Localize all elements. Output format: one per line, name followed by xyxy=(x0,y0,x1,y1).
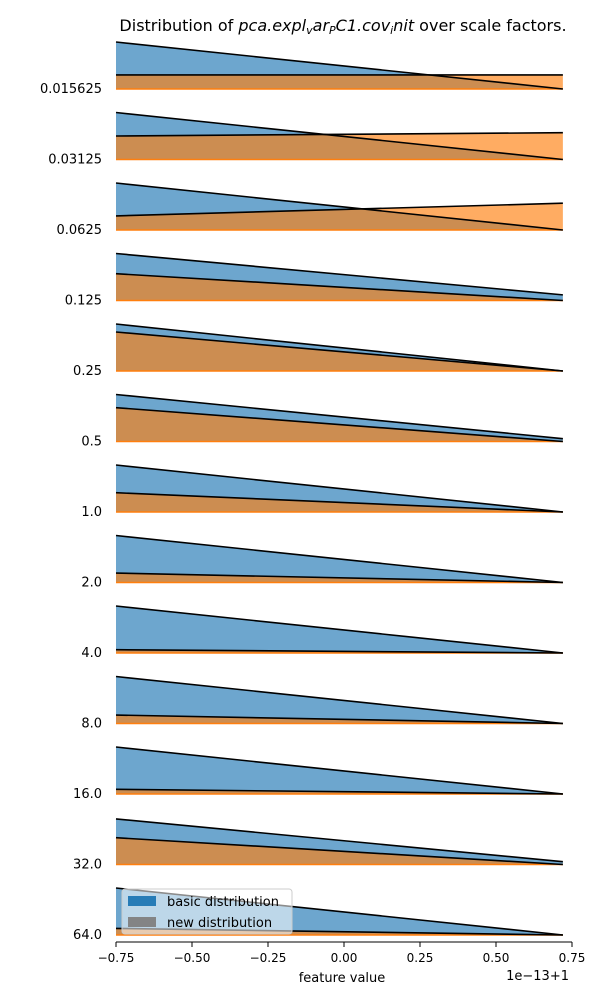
x-tick-label: 0.75 xyxy=(559,951,586,965)
ridge-4.0: 4.0 xyxy=(81,605,563,661)
title-segment: ar xyxy=(313,16,331,35)
new-distribution-area xyxy=(116,132,563,160)
new-distribution-line xyxy=(115,572,563,584)
ridge-label: 0.0625 xyxy=(57,223,103,238)
title-segment: over scale factors. xyxy=(414,16,566,35)
ridge-0.125: 0.125 xyxy=(65,252,563,309)
x-tick-label: −0.75 xyxy=(98,951,135,965)
ridge-0.25: 0.25 xyxy=(73,323,563,379)
new-distribution-line xyxy=(115,648,563,654)
ridge-label: 8.0 xyxy=(81,717,102,732)
basic-distribution-line xyxy=(115,675,563,725)
new-distribution-line xyxy=(115,131,563,137)
x-tick-label: 0.00 xyxy=(331,951,358,965)
legend: basic distribution new distribution xyxy=(121,888,293,935)
new-distribution-area xyxy=(116,203,563,230)
x-tick-label: 0.25 xyxy=(407,951,434,965)
basic-distribution-line xyxy=(115,605,563,654)
title-segment: v xyxy=(306,24,313,37)
title-segment: pca.expl xyxy=(237,16,306,35)
ridge-0.03125: 0.03125 xyxy=(48,111,563,168)
ridge-0.015625: 0.015625 xyxy=(40,41,563,97)
basic-distribution-line xyxy=(115,41,563,90)
ridge-label: 1.0 xyxy=(81,505,102,520)
new-distribution-line xyxy=(115,491,563,513)
ridge-8.0: 8.0 xyxy=(81,675,563,732)
ridge-label: 0.03125 xyxy=(48,153,102,168)
chart-title: Distribution of pca.explvarPC1.covinit o… xyxy=(119,16,566,37)
x-tick-label: 0.50 xyxy=(483,951,510,965)
legend-label: basic distribution xyxy=(167,895,279,910)
title-segment: C1.cov xyxy=(336,16,391,35)
basic-distribution-line xyxy=(115,746,563,795)
ridge-label: 4.0 xyxy=(81,646,102,661)
legend-swatch xyxy=(128,896,156,906)
basic-distribution-line xyxy=(115,464,563,513)
legend-label: new distribution xyxy=(167,916,272,931)
legend-box xyxy=(121,888,293,935)
title-segment: P xyxy=(329,24,336,37)
ridge-label: 64.0 xyxy=(73,928,102,943)
basic-distribution-line xyxy=(115,393,563,440)
ridge-label: 32.0 xyxy=(73,858,102,873)
ridge-label: 16.0 xyxy=(73,787,102,802)
ridge-2.0: 2.0 xyxy=(81,534,563,591)
ridge-16.0: 16.0 xyxy=(73,746,563,802)
new-distribution-line xyxy=(115,788,563,795)
new-distribution-line xyxy=(115,406,563,443)
basic-distribution-line xyxy=(115,534,563,584)
new-distribution-area xyxy=(116,74,563,89)
ridge-label: 2.0 xyxy=(81,576,102,591)
basic-distribution-line xyxy=(115,111,563,161)
title-segment: i xyxy=(390,24,393,37)
ridge-1.0: 1.0 xyxy=(81,464,563,520)
basic-distribution-line xyxy=(115,818,563,863)
title-segment: nit xyxy=(393,16,415,35)
ridge-0.0625: 0.0625 xyxy=(57,182,563,238)
x-tick-label: −0.25 xyxy=(250,951,287,965)
ridge-label: 0.5 xyxy=(81,435,102,450)
new-distribution-line xyxy=(115,202,563,217)
basic-distribution-line xyxy=(115,252,563,296)
ridge-label: 0.015625 xyxy=(40,82,102,97)
legend-swatch xyxy=(128,917,156,927)
x-offset-label: 1e−13+1 xyxy=(506,969,569,984)
new-distribution-line xyxy=(115,331,563,372)
title-segment: Distribution of xyxy=(119,16,238,35)
new-distribution-line xyxy=(115,714,563,725)
basic-distribution-line xyxy=(115,323,563,372)
ridge-0.5: 0.5 xyxy=(81,393,563,450)
x-tick-label: −0.50 xyxy=(174,951,211,965)
ridge-label: 0.25 xyxy=(73,364,102,379)
new-distribution-line xyxy=(115,836,563,866)
x-axis-label: feature value xyxy=(299,971,386,986)
new-distribution-line xyxy=(115,272,563,302)
ridge-label: 0.125 xyxy=(65,294,102,309)
ridge-32.0: 32.0 xyxy=(73,818,563,873)
basic-distribution-line xyxy=(115,182,563,231)
